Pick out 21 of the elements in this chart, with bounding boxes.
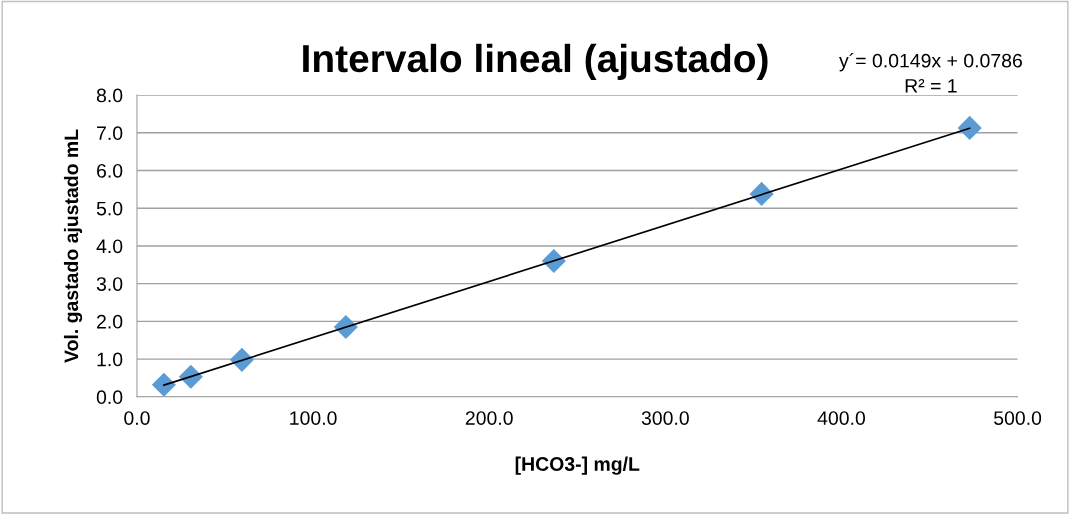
chart-title: Intervalo lineal (ajustado) bbox=[303, 43, 768, 81]
point bbox=[957, 115, 982, 140]
x-tick-label: 200.0 bbox=[465, 411, 513, 425]
point bbox=[151, 372, 176, 397]
x-tick-label: 300.0 bbox=[641, 411, 689, 425]
y-tick-label: 3.0 bbox=[96, 277, 123, 291]
y-tick-label: 7.0 bbox=[97, 126, 123, 141]
y-axis-title: Vol. gastado ajustado mL bbox=[63, 129, 83, 363]
y-tick-label: 2.0 bbox=[97, 314, 123, 329]
x-tick-label: 400.0 bbox=[817, 411, 866, 425]
y-tick-label: 4.0 bbox=[96, 239, 123, 254]
y-tick-label: 0.0 bbox=[96, 390, 123, 405]
y-tick-label: 5.0 bbox=[96, 201, 123, 216]
x-tick-label: 500.0 bbox=[994, 411, 1042, 425]
y-tick-label: 6.0 bbox=[97, 163, 123, 178]
x-axis-title: [HCO3-] mg/L bbox=[515, 456, 640, 475]
x-tick-label: 0.0 bbox=[124, 411, 150, 425]
y-tick-label: 1.0 bbox=[97, 352, 123, 367]
text: y´= 0.0149x + 0.0786 R² = 1 bbox=[839, 53, 1022, 93]
y-tick-label: 8.0 bbox=[96, 88, 123, 103]
x-tick-label: 100.0 bbox=[290, 411, 337, 425]
